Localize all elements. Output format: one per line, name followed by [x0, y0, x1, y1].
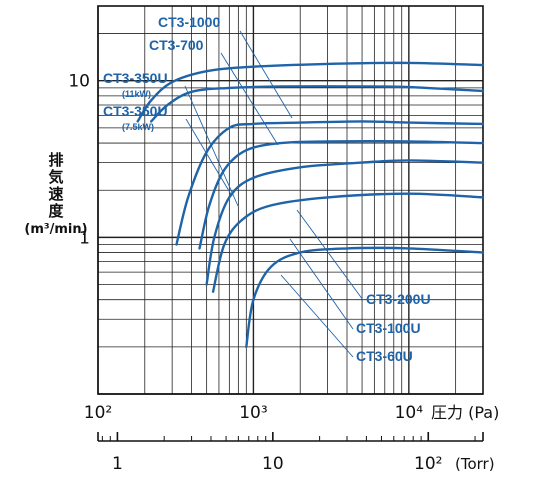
torr-tick-label-0: 1 — [112, 454, 123, 474]
torr-tick-label-2: 10² — [414, 454, 442, 474]
series-line-4 — [205, 159, 485, 286]
y-axis-label-char-3: 速 — [48, 185, 64, 203]
y-axis-label: 排 気 速 度 (m³/min) — [14, 151, 98, 238]
series-line-3 — [198, 139, 485, 250]
series-label-0: CT3-1000 — [158, 14, 220, 30]
y-axis-label-char-2: 気 — [48, 168, 64, 186]
y-tick-label-1: 1 — [79, 228, 90, 248]
series-leader-1 — [220, 52, 279, 146]
y-axis-unit: (m³/min) — [24, 222, 88, 237]
series-line-0 — [136, 61, 485, 123]
y-tick-label-0: 10 — [68, 72, 90, 92]
torr-tick-label-1: 10 — [262, 454, 284, 474]
series-label-4: CT3-200U — [366, 291, 431, 307]
series-label-2: CT3-350U — [103, 70, 168, 86]
x-tick-label-1: 10³ — [239, 403, 267, 423]
series-leader-3 — [185, 118, 233, 197]
series-sublabel-3: (7.5kW) — [122, 122, 154, 132]
series-leader-0 — [239, 30, 293, 119]
series-label-6: CT3-60U — [356, 348, 413, 364]
series-sublabel-2: (11kW) — [122, 89, 151, 99]
series-label-5: CT3-100U — [356, 320, 421, 336]
plot-frame — [97, 5, 484, 395]
x-tick-label-2: 10⁴ — [395, 403, 424, 423]
series-line-1 — [150, 85, 485, 123]
series-leader-6 — [280, 274, 354, 358]
torr-axis-unit-label: (Torr) — [455, 455, 495, 473]
series-leader-4 — [296, 209, 364, 301]
series-leader-2 — [184, 85, 239, 207]
series-label-1: CT3-700 — [149, 37, 204, 53]
x-axis-unit-label: 圧力 (Pa) — [431, 403, 499, 422]
series-leader-5 — [289, 238, 354, 330]
series-label-3: CT3-350U — [103, 103, 168, 119]
series-line-2 — [175, 120, 485, 246]
y-axis-label-char-4: 度 — [48, 202, 64, 220]
y-axis-label-char-1: 排 — [48, 151, 64, 169]
series-line-6 — [245, 246, 485, 348]
x-tick-label-0: 10² — [84, 403, 112, 423]
series-line-5 — [211, 192, 485, 293]
